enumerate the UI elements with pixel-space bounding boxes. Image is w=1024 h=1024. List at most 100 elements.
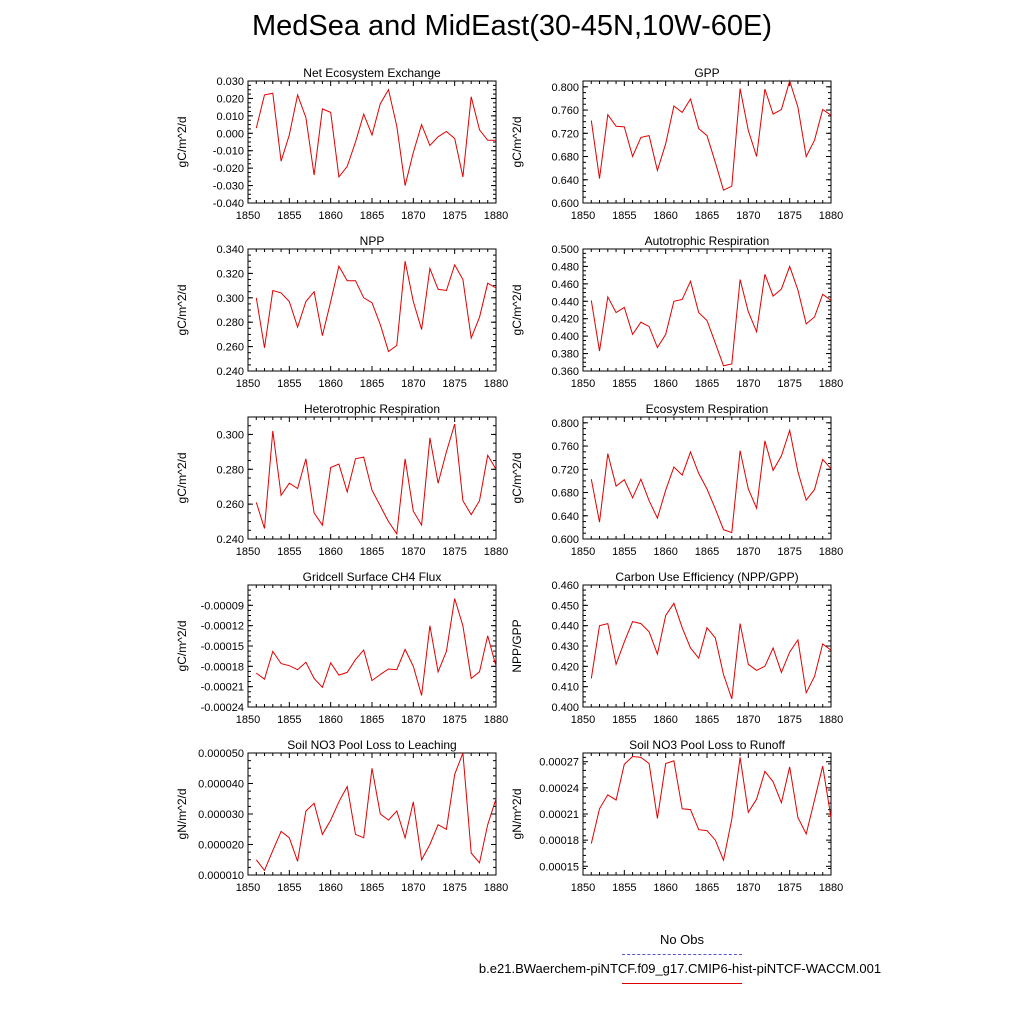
x-tick-label: 1880 [484, 210, 508, 222]
y-tick-label: 0.00015 [539, 861, 579, 873]
y-tick-label: 0.000040 [198, 779, 244, 791]
x-tick-label: 1865 [695, 210, 719, 222]
x-tick-label: 1860 [653, 714, 677, 726]
y-tick-label: 0.460 [551, 279, 579, 291]
y-tick-label: 0.240 [216, 366, 244, 378]
y-tick-label: 0.260 [216, 499, 244, 511]
panel-1: Net Ecosystem Exchange gC/m^2/d 1850 1855 18… [175, 66, 508, 222]
panel-5: Heterotrophic Respiration gC/m^2/d 1850 185… [175, 402, 508, 558]
x-tick-label: 1875 [442, 714, 466, 726]
y-tick-label: 0.030 [216, 76, 244, 88]
series-line [255, 752, 497, 872]
y-tick-label: 0.720 [551, 128, 579, 140]
y-tick-label: -0.00021 [201, 682, 244, 694]
x-tick-label: 1870 [736, 378, 760, 390]
y-tick-label: 0.300 [216, 293, 244, 305]
panel-title: Ecosystem Respiration [646, 402, 769, 416]
x-tick-label: 1875 [777, 882, 801, 894]
y-tick-label: 0.600 [551, 198, 579, 210]
y-tick-label: -0.00018 [201, 661, 244, 673]
y-tick-label: -0.00024 [201, 702, 244, 714]
y-tick-label: 0.000030 [198, 809, 244, 821]
figure-title: MedSea and MidEast(30-45N,10W-60E) [251, 10, 773, 42]
x-tick-label: 1875 [442, 210, 466, 222]
plot-frame [247, 584, 497, 708]
y-tick-label: 0.800 [551, 418, 579, 430]
y-tick-label: 0.00018 [539, 835, 579, 847]
y-tick-label: 0.300 [216, 429, 244, 441]
legend-run-label: b.e21.BWaerchem-piNTCF.f09_g17.CMIP6-his… [478, 961, 882, 976]
plot-frame [247, 416, 497, 540]
y-tick-label: 0.280 [216, 464, 244, 476]
legend-obs-line [622, 954, 742, 955]
plot-frame [582, 80, 832, 204]
y-tick-label: 0.000 [216, 128, 244, 140]
x-tick-label: 1865 [360, 882, 384, 894]
y-axis-label: NPP/GPP [510, 619, 524, 672]
y-tick-label: 0.000020 [198, 840, 244, 852]
x-tick-label: 1855 [612, 378, 636, 390]
x-tick-label: 1860 [653, 882, 677, 894]
x-tick-label: 1855 [277, 714, 301, 726]
x-tick-label: 1880 [819, 210, 843, 222]
x-tick-label: 1865 [695, 882, 719, 894]
y-tick-label: 0.680 [551, 152, 579, 164]
x-tick-label: 1855 [612, 210, 636, 222]
x-tick-label: 1880 [819, 378, 843, 390]
x-tick-label: 1880 [484, 714, 508, 726]
plot-frame [582, 752, 832, 876]
x-tick-label: 1860 [653, 210, 677, 222]
y-tick-label: 0.680 [551, 488, 579, 500]
x-tick-label: 1870 [736, 714, 760, 726]
panel-4: Autotrophic Respiration gC/m^2/d 1850 1855 1… [510, 234, 843, 390]
x-tick-label: 1850 [236, 882, 260, 894]
x-tick-label: 1850 [236, 714, 260, 726]
x-tick-label: 1860 [653, 378, 677, 390]
x-tick-label: 1860 [318, 546, 342, 558]
y-tick-label: 0.640 [551, 511, 579, 523]
y-tick-label: -0.00009 [201, 600, 244, 612]
y-tick-label: 0.720 [551, 464, 579, 476]
x-tick-label: 1880 [484, 546, 508, 558]
y-axis-label: gC/m^2/d [175, 621, 189, 672]
series-line [590, 428, 832, 534]
y-tick-label: 0.420 [551, 661, 579, 673]
x-tick-label: 1860 [653, 546, 677, 558]
x-tick-label: 1865 [695, 714, 719, 726]
x-tick-label: 1865 [360, 210, 384, 222]
series-line [256, 598, 497, 696]
x-tick-label: 1880 [819, 714, 843, 726]
x-tick-label: 1880 [484, 882, 508, 894]
x-tick-label: 1855 [612, 714, 636, 726]
y-tick-label: 0.340 [216, 244, 244, 256]
y-tick-label: 0.00024 [539, 783, 579, 795]
x-tick-label: 1875 [442, 882, 466, 894]
y-tick-label: -0.030 [213, 181, 244, 193]
panel-10: Soil NO3 Pool Loss to Runoff gN/m^2/d 1850… [510, 738, 843, 894]
y-tick-label: 0.240 [216, 534, 244, 546]
panel-title: NPP [360, 234, 385, 248]
x-tick-label: 1855 [277, 882, 301, 894]
x-tick-label: 1855 [277, 546, 301, 558]
x-tick-label: 1870 [401, 210, 425, 222]
y-tick-label: 0.800 [551, 82, 579, 94]
y-tick-label: 0.430 [551, 641, 579, 653]
x-tick-label: 1865 [695, 546, 719, 558]
x-tick-label: 1870 [401, 378, 425, 390]
y-tick-label: 0.440 [551, 296, 579, 308]
y-tick-label: -0.00015 [201, 641, 244, 653]
x-tick-label: 1870 [736, 210, 760, 222]
y-tick-label: 0.000050 [198, 748, 244, 760]
y-tick-label: 0.280 [216, 317, 244, 329]
x-tick-label: 1875 [777, 378, 801, 390]
y-tick-label: 0.000010 [198, 870, 244, 882]
y-axis-label: gN/m^2/d [510, 789, 524, 840]
y-tick-label: -0.040 [213, 198, 244, 210]
x-tick-label: 1870 [401, 546, 425, 558]
y-tick-label: 0.760 [551, 105, 579, 117]
x-tick-label: 1850 [236, 210, 260, 222]
x-tick-label: 1865 [695, 378, 719, 390]
plot-frame [247, 80, 497, 204]
x-tick-label: 1875 [777, 546, 801, 558]
